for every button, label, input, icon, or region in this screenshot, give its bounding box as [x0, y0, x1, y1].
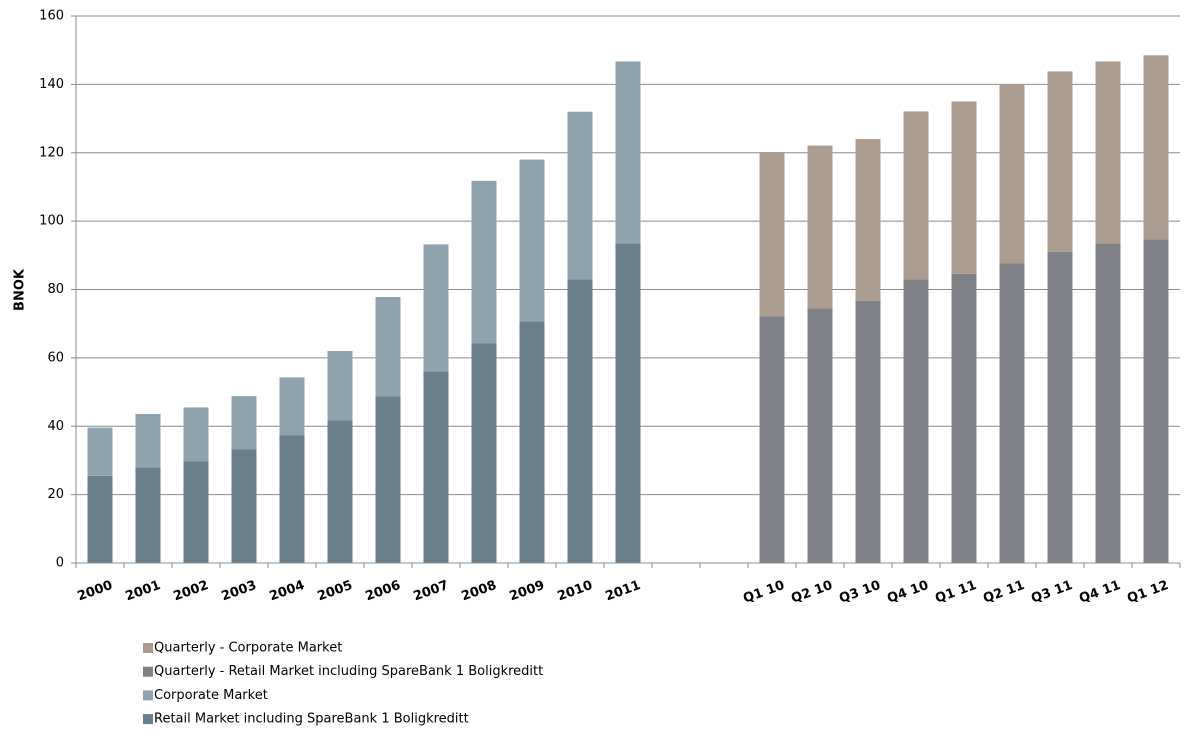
y-tick-label: 140: [39, 77, 64, 92]
bar-segment: [327, 420, 353, 563]
bar-segment: [759, 152, 785, 317]
legend-swatch: [143, 714, 153, 725]
x-tick-label: Q1 12: [1125, 578, 1170, 607]
x-tick-label: Q2 11: [981, 578, 1026, 607]
bar-segment: [807, 145, 833, 309]
x-tick-label: 2001: [123, 578, 162, 604]
bar-segment: [87, 475, 113, 563]
legend-swatch: [143, 643, 153, 653]
bar-segment: [279, 377, 305, 436]
bar-segment: [183, 461, 209, 563]
bar-segment: [519, 159, 545, 322]
bar-segment: [135, 413, 161, 468]
bar-segment: [327, 351, 353, 421]
bar-segment: [951, 273, 977, 563]
bar-segment: [471, 180, 497, 344]
x-tick-label: Q4 10: [885, 578, 930, 607]
bar-segment: [615, 243, 641, 564]
bar-segment: [615, 61, 641, 244]
y-tick-label: 80: [47, 282, 64, 297]
bar-segment: [951, 101, 977, 274]
x-tick-label: Q1 10: [741, 578, 786, 607]
bar-segment: [279, 435, 305, 563]
bar-segment: [423, 371, 449, 563]
bar-segment: [1047, 251, 1073, 564]
x-tick-label: Q4 11: [1077, 578, 1122, 607]
bar-segment: [759, 316, 785, 563]
bar-segment: [423, 244, 449, 372]
x-tick-label: Q3 11: [1029, 578, 1074, 607]
bar-segment: [135, 467, 161, 563]
legend-swatch: [143, 666, 153, 677]
y-tick-label: 120: [39, 145, 64, 160]
bar-segment: [231, 449, 257, 563]
x-tick-label: Q1 11: [933, 578, 978, 607]
bar-segment: [231, 396, 257, 450]
x-tick-label: 2011: [603, 578, 642, 604]
x-tick-label: 2003: [219, 578, 258, 604]
x-tick-label: 2010: [555, 578, 594, 604]
legend-swatch: [143, 690, 153, 701]
x-tick-label: 2000: [75, 578, 114, 604]
bar-segment: [519, 321, 545, 563]
bar-segment: [903, 111, 929, 280]
bar-segment: [183, 407, 209, 462]
bar-segment: [807, 308, 833, 563]
y-tick-label: 160: [39, 9, 64, 24]
bar-segment: [999, 84, 1025, 264]
x-tick-label: 2004: [267, 578, 306, 604]
x-tick-label: 2005: [315, 578, 354, 604]
x-tick-label: 2008: [459, 578, 498, 604]
y-axis-label: BNOK: [13, 268, 28, 311]
legend-label: Retail Market including SpareBank 1 Boli…: [154, 712, 469, 727]
y-tick-label: 100: [39, 214, 64, 229]
bar-segment: [855, 300, 881, 563]
y-tick-label: 20: [47, 487, 64, 502]
bar-segment: [375, 396, 401, 563]
bar-segment: [375, 297, 401, 397]
bar-segment: [1095, 61, 1121, 244]
x-tick-label: Q3 10: [837, 578, 882, 607]
x-tick-label: 2002: [171, 578, 210, 604]
bar-segment: [567, 111, 593, 280]
bar-segment: [1143, 239, 1169, 563]
y-tick-label: 60: [47, 350, 64, 365]
y-tick-label: 0: [56, 556, 64, 571]
legend-label: Quarterly - Corporate Market: [154, 641, 342, 656]
x-tick-label: Q2 10: [789, 578, 834, 607]
bar-segment: [999, 263, 1025, 563]
bar-segment: [1143, 55, 1169, 240]
bar-segment: [1047, 71, 1073, 252]
x-tick-label: 2009: [507, 578, 546, 604]
bar-segment: [903, 279, 929, 563]
bar-segment: [471, 343, 497, 563]
bar-segment: [1095, 243, 1121, 564]
x-tick-label: 2007: [411, 578, 450, 604]
bar-segment: [567, 279, 593, 563]
legend-label: Corporate Market: [154, 688, 268, 703]
bar-segment: [87, 427, 113, 476]
bar-segment: [855, 139, 881, 301]
y-tick-label: 40: [47, 419, 64, 434]
x-tick-label: 2006: [363, 578, 402, 604]
legend-label: Quarterly - Retail Market including Spar…: [154, 664, 543, 679]
